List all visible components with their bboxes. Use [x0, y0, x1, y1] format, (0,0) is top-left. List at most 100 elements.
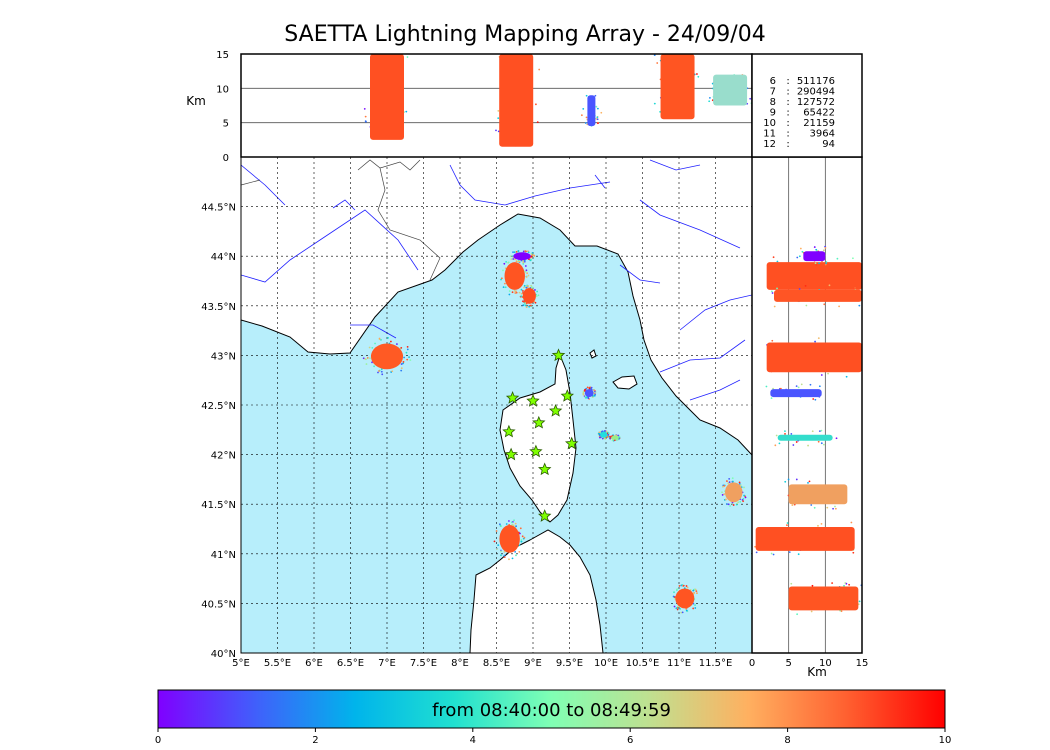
source-point: [831, 582, 834, 584]
source-point: [400, 367, 403, 370]
cluster-core: [600, 431, 608, 438]
source-point: [387, 337, 389, 339]
source-point: [801, 250, 804, 253]
source-point: [520, 295, 523, 298]
side-grid: [788, 157, 826, 653]
source-point: [797, 386, 800, 389]
source-point: [520, 538, 523, 541]
source-point: [584, 395, 587, 398]
colorbar-tick-label: 2: [312, 735, 318, 746]
count-value: 3964: [810, 129, 835, 140]
source-point: [852, 257, 854, 260]
source-point: [373, 365, 375, 368]
source-point: [405, 110, 408, 113]
source-point: [525, 276, 528, 278]
lon-tick-label: 7.5°E: [410, 658, 437, 669]
source-point: [788, 551, 791, 553]
count-separator: :: [786, 118, 789, 129]
top-altitude-ticks: 0 5 10 15: [216, 50, 229, 164]
source-point: [771, 292, 774, 294]
source-point: [528, 305, 531, 308]
source-point: [773, 305, 776, 308]
source-point: [402, 362, 404, 365]
column-core: [713, 74, 748, 106]
source-point: [692, 589, 695, 592]
source-point: [534, 289, 536, 291]
source-point: [800, 383, 803, 386]
column-core: [499, 54, 534, 147]
source-point: [653, 102, 656, 105]
source-point: [507, 261, 510, 264]
top-lightning-column: [580, 94, 603, 127]
source-point: [510, 258, 513, 261]
source-point: [607, 433, 610, 436]
source-point: [774, 444, 777, 447]
source-point: [522, 250, 525, 253]
source-point: [363, 108, 366, 110]
source-point: [527, 251, 530, 254]
count-separator: :: [786, 139, 789, 150]
band-core: [777, 434, 833, 441]
source-point: [681, 611, 684, 614]
source-point: [497, 130, 500, 133]
source-point: [514, 522, 517, 525]
source-point: [536, 290, 539, 293]
source-point: [823, 443, 825, 446]
lon-tick-label: 10°E: [594, 658, 618, 669]
source-point: [511, 557, 514, 560]
source-point: [778, 442, 781, 445]
source-point: [514, 292, 517, 294]
top-lightning-column: [653, 54, 700, 120]
source-point: [721, 485, 724, 488]
source-point: [721, 494, 724, 496]
source-point: [692, 607, 695, 610]
source-point: [784, 480, 787, 483]
lon-tick-label: 10.5°E: [626, 658, 660, 669]
band-core: [803, 251, 826, 262]
source-point: [728, 481, 731, 484]
source-point: [586, 386, 589, 389]
source-point: [389, 340, 392, 343]
source-point: [513, 289, 516, 292]
source-point: [836, 257, 839, 260]
map-lightning-cluster: [608, 434, 621, 442]
side-lightning-band: [774, 429, 838, 447]
source-point: [709, 96, 711, 99]
source-point: [798, 288, 801, 290]
source-point: [529, 259, 532, 262]
count-separator: :: [786, 76, 789, 87]
source-point: [582, 391, 585, 394]
colorbar-tick-label: 8: [784, 735, 790, 746]
source-point: [835, 437, 838, 440]
source-point: [775, 434, 778, 437]
source-point: [605, 430, 608, 433]
source-point: [850, 521, 853, 524]
source-point: [810, 610, 813, 613]
source-point: [815, 264, 818, 266]
source-point: [818, 385, 821, 388]
source-point: [503, 262, 506, 265]
source-point: [502, 269, 504, 272]
count-station-number: 9: [770, 108, 776, 119]
band-core: [766, 262, 862, 290]
source-point: [772, 256, 775, 259]
source-point: [500, 550, 502, 553]
source-point: [495, 530, 498, 532]
source-point: [818, 430, 821, 433]
source-point: [503, 554, 506, 557]
source-point: [725, 498, 727, 501]
source-point: [391, 370, 394, 373]
source-point: [755, 551, 758, 554]
source-point: [535, 295, 538, 298]
source-point: [513, 251, 516, 254]
source-point: [727, 503, 730, 506]
source-point: [594, 94, 597, 97]
source-point: [797, 553, 800, 556]
source-point: [603, 437, 606, 440]
source-point: [505, 260, 508, 263]
source-point: [596, 118, 599, 121]
source-point: [852, 551, 855, 554]
top-lightning-column: [363, 54, 409, 140]
source-point: [786, 524, 788, 527]
source-point: [738, 481, 741, 484]
